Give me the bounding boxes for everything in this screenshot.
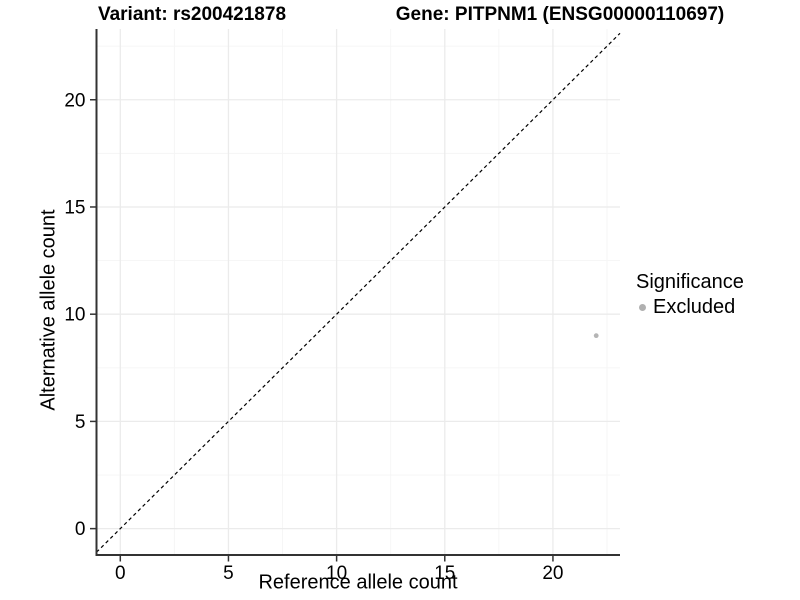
variant-title: Variant: rs200421878 (97, 4, 287, 25)
x-tick-label: 0 (115, 563, 126, 584)
y-axis-title: Alternative allele count (37, 209, 60, 411)
y-tick-label: 0 (75, 519, 86, 540)
x-tick-label: 10 (326, 563, 347, 584)
legend: Significance Excluded (636, 271, 744, 319)
identity-dashed-line (96, 32, 621, 553)
x-tick-label: 5 (223, 563, 234, 584)
legend-point-icon (639, 304, 646, 311)
y-tick-label: 20 (64, 90, 85, 111)
legend-item-excluded: Excluded (636, 296, 744, 319)
y-tick-label: 15 (64, 197, 85, 218)
data-point (593, 333, 599, 339)
y-tick-label: 5 (75, 412, 86, 433)
x-tick-label: 20 (542, 563, 563, 584)
y-tick-label: 10 (64, 305, 85, 326)
x-axis-title: Reference allele count (258, 571, 458, 594)
gene-title: Gene: PITPNM1 (ENSG00000110697) (395, 4, 725, 25)
legend-title: Significance (636, 271, 744, 293)
x-tick-label: 15 (434, 563, 455, 584)
legend-item-label: Excluded (653, 296, 736, 318)
